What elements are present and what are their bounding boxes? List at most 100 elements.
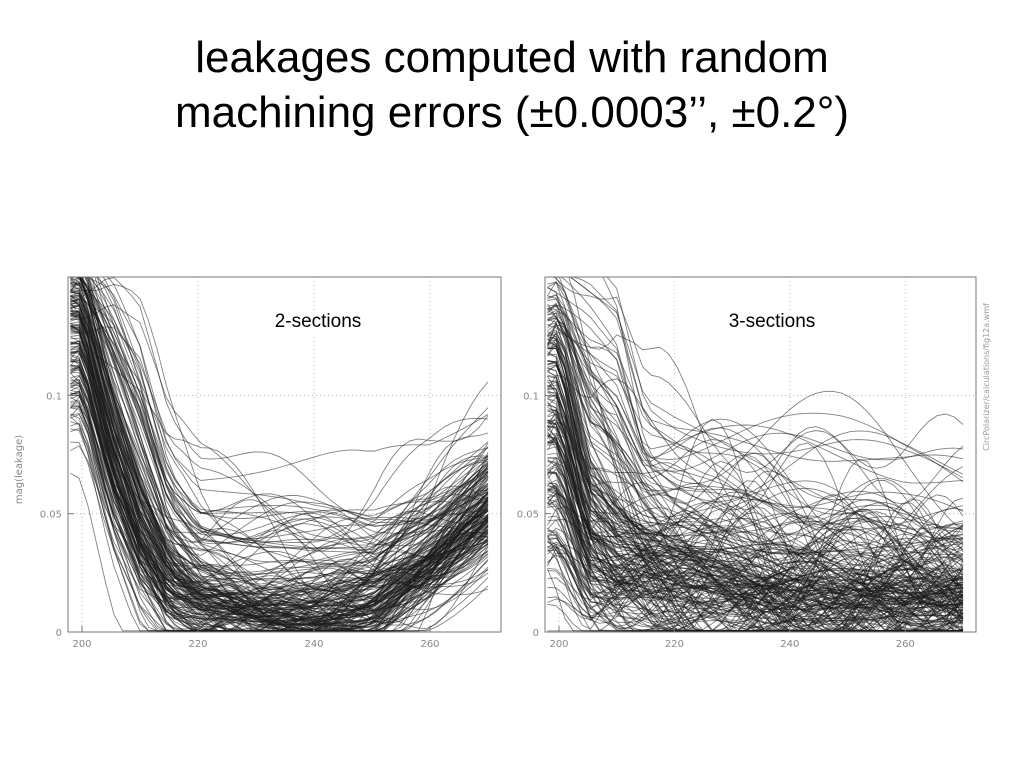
- series-line: [70, 390, 489, 632]
- panel-label-background: [716, 310, 828, 334]
- series-line: [70, 296, 489, 607]
- series-line: [70, 306, 489, 632]
- series-line: [88, 277, 489, 540]
- series-line: [547, 304, 964, 472]
- series-line: [70, 324, 489, 631]
- series-group: [70, 277, 489, 632]
- series-line: [70, 413, 489, 632]
- slide-title-line2: machining errors (±0.0003’’, ±0.2°): [174, 88, 850, 137]
- series-group: [547, 277, 964, 632]
- series-line: [70, 428, 489, 632]
- series-line: [547, 435, 964, 632]
- series-line: [547, 322, 964, 566]
- series-line: [70, 281, 489, 565]
- plot-frame: [67, 276, 502, 633]
- series-line: [547, 308, 964, 546]
- series-line: [70, 304, 489, 541]
- series-line: [547, 277, 964, 618]
- series-line: [547, 280, 964, 610]
- series-line: [79, 277, 489, 554]
- series-line: [547, 519, 964, 630]
- series-line: [547, 305, 964, 543]
- series-line: [70, 372, 489, 632]
- y-tick-label: 0: [56, 628, 62, 639]
- x-tick-label: 240: [780, 639, 799, 650]
- series-line: [547, 533, 964, 623]
- series-line: [81, 277, 489, 632]
- series-line: [547, 434, 964, 632]
- series-line: [70, 295, 489, 611]
- panel-label-background: [262, 310, 374, 334]
- series-line: [547, 360, 964, 609]
- x-tick-label: 200: [72, 639, 91, 650]
- series-line: [85, 277, 489, 516]
- series-line: [547, 398, 964, 607]
- y-tick-label: 0.1: [46, 391, 62, 402]
- series-line: [547, 394, 964, 632]
- series-line: [70, 360, 489, 632]
- series-line: [70, 396, 489, 632]
- series-line: [547, 552, 964, 632]
- plot-frame: [544, 276, 977, 633]
- series-line: [547, 324, 964, 582]
- series-line: [547, 469, 964, 610]
- file-path-note: CircPolarizer/calculations/fig12a.wmf: [982, 303, 991, 451]
- chart-2-sections: 200 220 240 260 0 0.05 0.1 mag(leakage) 2-sectio…: [14, 276, 502, 650]
- series-line: [70, 359, 489, 632]
- series-line: [547, 342, 964, 575]
- series-line: [70, 334, 489, 611]
- series-line: [547, 367, 964, 601]
- series-line: [568, 277, 964, 530]
- series-line: [547, 303, 964, 511]
- series-line: [70, 299, 489, 611]
- series-line: [547, 331, 964, 598]
- series-line: [70, 311, 489, 625]
- x-tick-label: 220: [188, 639, 207, 650]
- series-line: [571, 277, 964, 462]
- series-line: [547, 457, 964, 632]
- series-line: [70, 328, 489, 632]
- series-line: [547, 539, 964, 632]
- series-line: [560, 277, 964, 502]
- series-line: [547, 347, 964, 570]
- series-line: [569, 277, 964, 530]
- series-line: [547, 286, 964, 483]
- series-line: [70, 303, 489, 585]
- series-line: [70, 277, 489, 615]
- series-line: [70, 340, 489, 627]
- x-tick-label: 240: [304, 639, 323, 650]
- series-line: [547, 294, 964, 543]
- series-line: [107, 277, 489, 546]
- series-line: [70, 365, 489, 629]
- series-line: [602, 277, 964, 531]
- x-tick-label: 200: [549, 639, 568, 650]
- series-line: [70, 298, 489, 620]
- series-line: [547, 364, 964, 598]
- series-line: [553, 277, 964, 505]
- series-line: [547, 362, 964, 561]
- y-tick-label: 0: [533, 628, 539, 639]
- series-line: [547, 537, 963, 632]
- series-line: [102, 277, 489, 543]
- chart-3-sections: 200 220 240 260 0 0.05 0.1 CircPolarizer/calcul…: [517, 276, 991, 650]
- series-line: [547, 374, 964, 619]
- series-line: [70, 292, 489, 618]
- y-axis-label: mag(leakage): [14, 435, 25, 504]
- x-tick-label: 260: [420, 639, 439, 650]
- series-line: [547, 391, 964, 604]
- x-tick-label: 220: [665, 639, 684, 650]
- series-line: [547, 435, 964, 632]
- series-line: [70, 340, 489, 607]
- series-line: [70, 326, 489, 481]
- y-tick-label: 0.05: [517, 510, 539, 521]
- series-line: [96, 277, 489, 577]
- series-line: [606, 277, 964, 478]
- series-line: [70, 283, 489, 615]
- y-tick-label: 0.05: [40, 510, 62, 521]
- series-line: [547, 473, 964, 632]
- series-line: [547, 324, 964, 601]
- series-line: [70, 325, 489, 632]
- series-line: [70, 277, 489, 552]
- series-line: [70, 290, 489, 607]
